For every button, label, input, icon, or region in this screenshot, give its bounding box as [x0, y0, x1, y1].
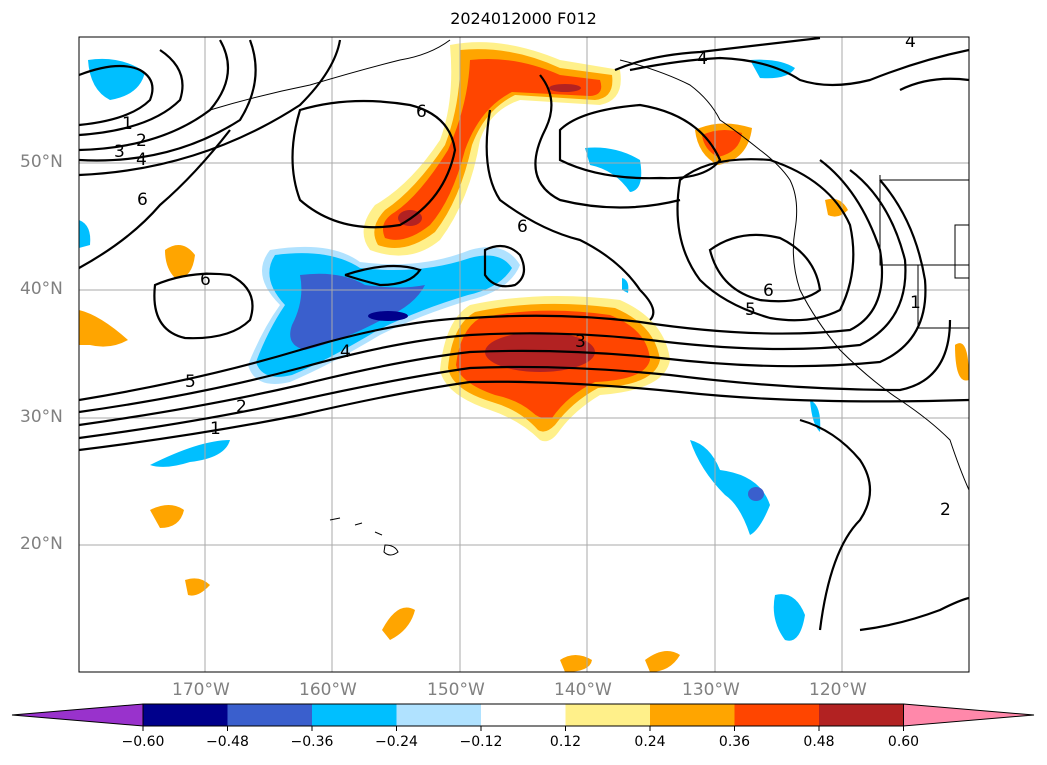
- colorbar-segment: [396, 704, 481, 726]
- colorbar-segment: [143, 704, 228, 726]
- lat-label-50n: 50°N: [20, 152, 63, 172]
- colorbar-tick-label: 0.24: [634, 734, 666, 750]
- contour-label: 4: [697, 49, 708, 69]
- contour-label: 5: [185, 372, 196, 392]
- contour-label-group: 4 4 1 2 3 4 6 6 6 6 4 3 5 2 1 6 5 1 2: [114, 32, 951, 520]
- colorbar-segment: [481, 704, 566, 726]
- contour-label: 3: [575, 332, 586, 352]
- coastlines: [209, 39, 969, 556]
- contour-label: 6: [137, 190, 148, 210]
- colorbar-segment: [734, 704, 819, 726]
- colorbar-tick-label: −0.36: [290, 734, 334, 750]
- height-contours: [79, 37, 969, 632]
- colorbar-extend-high: [903, 703, 1035, 727]
- colorbar-segment: [819, 704, 904, 726]
- contour-label: 1: [910, 293, 921, 313]
- positive-anomaly-region: [645, 651, 680, 672]
- colorbar-segment: [565, 704, 650, 726]
- positive-anomaly-region: [382, 59, 602, 240]
- negative-anomaly-region: [88, 58, 145, 100]
- colorbar-tick-label: 0.48: [803, 734, 835, 750]
- contour-label: 2: [136, 131, 147, 151]
- lon-label-160w: 160°W: [299, 680, 357, 700]
- gridlines: [79, 37, 969, 672]
- positive-anomaly-region: [150, 505, 184, 528]
- contour-label: 6: [200, 270, 211, 290]
- positive-anomaly-region: [560, 655, 592, 672]
- negative-anomaly-region: [690, 440, 770, 535]
- positive-anomaly-region: [185, 578, 210, 596]
- lat-label-20n: 20°N: [20, 534, 63, 554]
- negative-anomaly-region: [79, 220, 91, 248]
- colorbar-segment: [227, 704, 312, 726]
- colorbar-segment: [650, 704, 735, 726]
- colorbar-outline: [142, 703, 904, 727]
- map-frame: [78, 36, 970, 673]
- negative-anomaly-region: [622, 278, 629, 293]
- negative-anomaly-region: [810, 400, 821, 432]
- colorbar-extend-low: [11, 703, 144, 727]
- contour-label: 1: [210, 419, 221, 439]
- positive-anomaly-region: [955, 343, 969, 381]
- colorbar-tick-label: 0.12: [549, 734, 582, 750]
- lat-label-40n: 40°N: [20, 279, 63, 299]
- map-title: 2024012000 F012: [450, 9, 597, 28]
- contour-label: 4: [340, 342, 351, 362]
- colorbar-tick-label: −0.24: [375, 734, 418, 750]
- contour-label: 2: [236, 397, 247, 417]
- colorbar-tick-label: −0.12: [459, 734, 503, 750]
- map-plot-area: 4 4 1 2 3 4 6 6 6 6 4 3 5 2 1 6 5 1 2: [79, 32, 969, 672]
- colorbar-tick-label: 0.60: [887, 734, 920, 750]
- positive-anomaly-region: [165, 245, 195, 279]
- positive-anomaly-region: [79, 310, 128, 347]
- contour-label: 6: [517, 217, 528, 237]
- negative-anomaly-region: [773, 594, 805, 641]
- contour-label: 3: [114, 142, 125, 162]
- contour-label: 6: [763, 281, 774, 301]
- negative-anomaly-region: [585, 147, 642, 192]
- colorbar-tick-label: −0.48: [206, 734, 249, 750]
- lon-label-130w: 130°W: [682, 680, 740, 700]
- contour-label: 6: [416, 102, 427, 122]
- lon-label-170w: 170°W: [172, 680, 230, 700]
- positive-anomaly-region: [702, 129, 742, 157]
- negative-anomaly-region: [150, 440, 230, 467]
- lon-label-120w: 120°W: [809, 680, 867, 700]
- positive-anomaly-region: [382, 607, 415, 640]
- colorbar: [11, 703, 1035, 731]
- contour-label: 5: [745, 300, 756, 320]
- negative-anomaly-region: [290, 273, 425, 350]
- colorbar-tick-label: −0.60: [121, 734, 165, 750]
- contour-label: 4: [136, 150, 147, 170]
- contour-label: 1: [122, 114, 133, 134]
- contour-label: 2: [940, 500, 951, 520]
- colorbar-segment: [312, 704, 397, 726]
- lon-label-140w: 140°W: [554, 680, 612, 700]
- lon-label-150w: 150°W: [427, 680, 485, 700]
- lat-label-30n: 30°N: [20, 407, 63, 427]
- colorbar-tick-label: 0.36: [718, 734, 751, 750]
- contour-label: 4: [905, 32, 916, 52]
